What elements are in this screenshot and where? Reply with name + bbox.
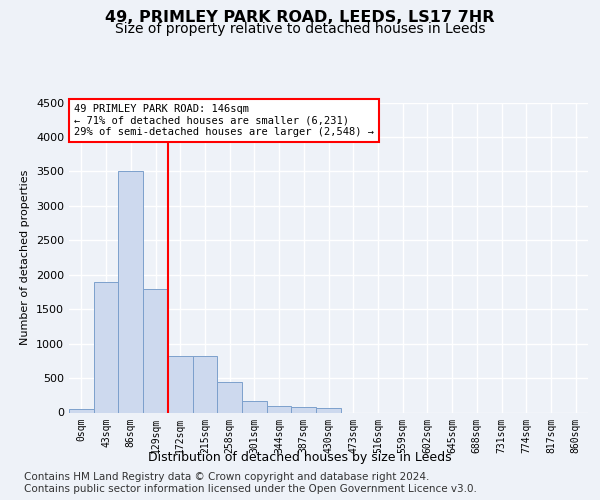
Text: 49, PRIMLEY PARK ROAD, LEEDS, LS17 7HR: 49, PRIMLEY PARK ROAD, LEEDS, LS17 7HR [105,10,495,25]
Bar [193,356,217,412]
Bar [69,409,94,412]
Text: Distribution of detached houses by size in Leeds: Distribution of detached houses by size … [148,451,452,464]
Bar [267,406,292,412]
Bar [143,288,168,412]
Bar [168,356,193,412]
Text: Size of property relative to detached houses in Leeds: Size of property relative to detached ho… [115,22,485,36]
Text: 49 PRIMLEY PARK ROAD: 146sqm
← 71% of detached houses are smaller (6,231)
29% of: 49 PRIMLEY PARK ROAD: 146sqm ← 71% of de… [74,104,374,138]
Y-axis label: Number of detached properties: Number of detached properties [20,170,31,345]
Bar [242,402,267,412]
Bar [292,407,316,412]
Bar [217,382,242,412]
Text: Contains public sector information licensed under the Open Government Licence v3: Contains public sector information licen… [24,484,477,494]
Bar [316,408,341,412]
Text: Contains HM Land Registry data © Crown copyright and database right 2024.: Contains HM Land Registry data © Crown c… [24,472,430,482]
Bar [94,282,118,412]
Bar [118,172,143,412]
